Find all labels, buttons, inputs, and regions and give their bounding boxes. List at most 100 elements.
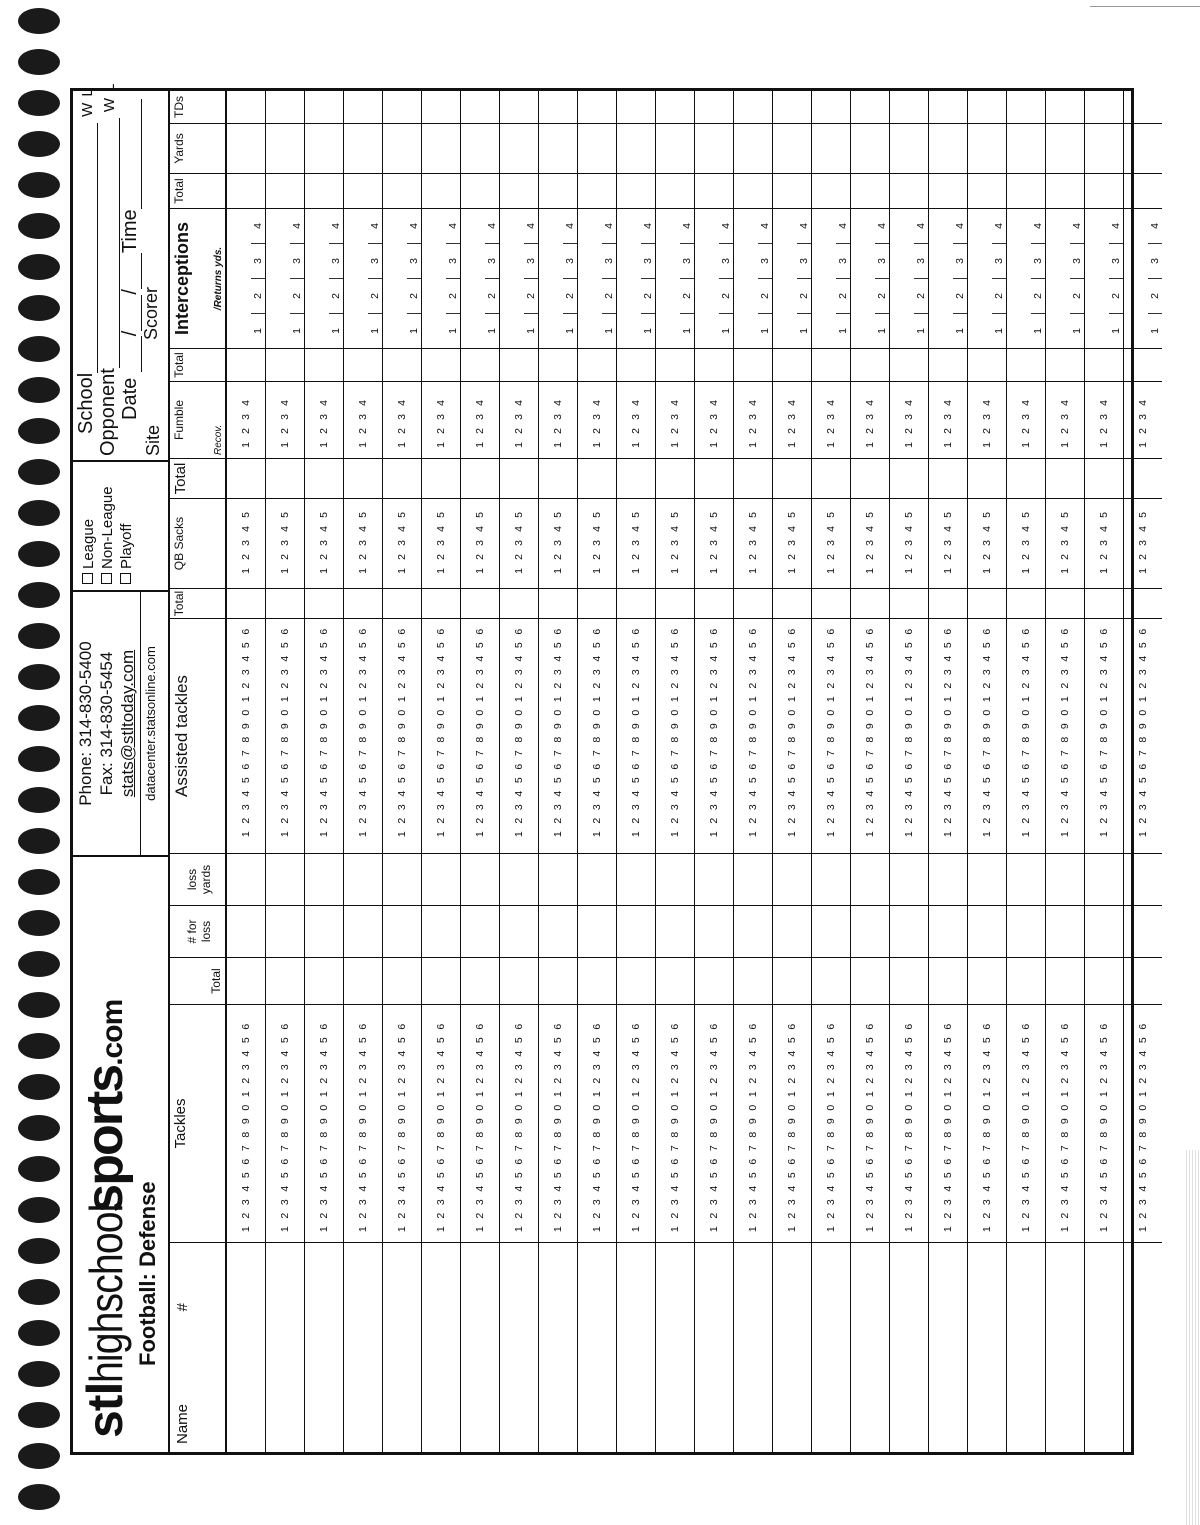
tally-mark[interactable]: 3: [318, 540, 330, 546]
tally-mark[interactable]: 4: [240, 1185, 252, 1192]
tally-mark[interactable]: 2: [279, 682, 291, 689]
tally-mark[interactable]: 6: [240, 763, 252, 770]
tally-mark[interactable]: 2: [552, 1077, 564, 1084]
tds-cell[interactable]: [1007, 91, 1045, 123]
tally-mark[interactable]: 0: [279, 1104, 291, 1111]
tally-mark[interactable]: 2: [864, 428, 876, 434]
tally-mark[interactable]: 2: [513, 554, 525, 560]
tally-mark[interactable]: 4: [513, 1050, 525, 1057]
tally-mark[interactable]: 5: [864, 512, 876, 518]
tally-mark[interactable]: 3: [708, 804, 720, 811]
tally-mark[interactable]: 3: [825, 1199, 837, 1206]
tally-mark[interactable]: 2: [1098, 428, 1110, 434]
tally-mark[interactable]: 3: [396, 1064, 408, 1071]
tally-mark[interactable]: 2: [1137, 554, 1149, 560]
tally-mark[interactable]: 3: [669, 1064, 681, 1071]
tally-mark[interactable]: 7: [1137, 1145, 1149, 1152]
tally-mark[interactable]: 8: [474, 736, 486, 743]
int-yards-cell[interactable]: [500, 123, 538, 173]
tally-mark[interactable]: 4: [864, 526, 876, 532]
tally-mark[interactable]: 6: [279, 1023, 291, 1030]
tally-mark[interactable]: 8: [1137, 1131, 1149, 1138]
tally-mark[interactable]: 6: [474, 1023, 486, 1030]
loss-yards-cell[interactable]: [968, 853, 1006, 905]
tally-mark[interactable]: 4: [942, 1050, 954, 1057]
tally-mark[interactable]: 7: [1098, 1145, 1110, 1152]
tally-mark[interactable]: 1: [1098, 568, 1110, 574]
tally-mark[interactable]: 5: [942, 1037, 954, 1044]
tally-mark[interactable]: 0: [435, 1104, 447, 1111]
tally-mark[interactable]: 4: [641, 209, 655, 244]
tally-mark[interactable]: 1: [759, 328, 771, 334]
tally-mark[interactable]: 3: [797, 244, 811, 279]
tally-mark[interactable]: 2: [1020, 682, 1032, 689]
tally-mark[interactable]: 3: [1059, 669, 1071, 676]
int-yards-cell[interactable]: [812, 123, 850, 173]
tally-mark[interactable]: 5: [591, 642, 603, 649]
tally-mark[interactable]: 5: [1098, 642, 1110, 649]
tally-mark[interactable]: 5: [513, 1037, 525, 1044]
tally-mark[interactable]: 4: [279, 400, 291, 406]
tally-mark[interactable]: 1: [1020, 442, 1032, 448]
tally-mark[interactable]: 7: [357, 1145, 369, 1152]
tally-mark[interactable]: 4: [708, 655, 720, 662]
tally-mark[interactable]: 3: [474, 1064, 486, 1071]
tally-mark[interactable]: 2: [903, 817, 915, 824]
tally-mark[interactable]: 4: [279, 1050, 291, 1057]
tally-mark[interactable]: 5: [630, 642, 642, 649]
tackles-total-cell[interactable]: [227, 957, 265, 1004]
tally-mark[interactable]: 3: [981, 414, 993, 420]
tally-mark[interactable]: 1: [708, 1226, 720, 1233]
sacks-total-cell[interactable]: [734, 458, 772, 498]
tally-mark[interactable]: 8: [318, 1131, 330, 1138]
fumble-total-cell[interactable]: [305, 348, 343, 381]
tally-mark[interactable]: 9: [1059, 723, 1071, 730]
tally-mark[interactable]: 3: [552, 540, 564, 546]
sacks-total-cell[interactable]: [578, 458, 616, 498]
tally-mark[interactable]: 1: [1137, 568, 1149, 574]
tally-mark[interactable]: 2: [474, 682, 486, 689]
tally-mark[interactable]: 1: [279, 1091, 291, 1098]
tally-mark[interactable]: 6: [903, 763, 915, 770]
tally-mark[interactable]: 7: [591, 1145, 603, 1152]
tally-mark[interactable]: 6: [981, 1023, 993, 1030]
tally-mark[interactable]: 3: [1020, 540, 1032, 546]
tally-mark[interactable]: 8: [591, 736, 603, 743]
tally-mark[interactable]: 1: [786, 568, 798, 574]
sacks-total-cell[interactable]: [929, 458, 967, 498]
name-cell[interactable]: [812, 1242, 850, 1452]
sacks-total-cell[interactable]: [422, 458, 460, 498]
tally-mark[interactable]: 1: [708, 442, 720, 448]
tally-mark[interactable]: 2: [552, 1212, 564, 1219]
tally-mark[interactable]: 1: [747, 442, 759, 448]
tally-mark[interactable]: 3: [825, 669, 837, 676]
tally-mark[interactable]: 8: [240, 1131, 252, 1138]
tally-mark[interactable]: 1: [357, 831, 369, 838]
tally-mark[interactable]: 1: [435, 831, 447, 838]
tally-mark[interactable]: 4: [1070, 209, 1084, 244]
tally-mark[interactable]: 4: [513, 655, 525, 662]
tally-mark[interactable]: 1: [1149, 328, 1161, 334]
tally-mark[interactable]: 1: [279, 696, 291, 703]
name-cell[interactable]: [968, 1242, 1006, 1452]
tally-mark[interactable]: 2: [981, 1212, 993, 1219]
tally-mark[interactable]: 9: [513, 1118, 525, 1125]
tally-mark[interactable]: 6: [1020, 628, 1032, 635]
tally-mark[interactable]: 4: [318, 655, 330, 662]
tally-mark[interactable]: 7: [903, 1145, 915, 1152]
tally-mark[interactable]: 4: [1137, 1185, 1149, 1192]
tally-mark[interactable]: 4: [914, 209, 928, 244]
tally-mark[interactable]: 2: [719, 279, 733, 314]
tally-mark[interactable]: 2: [992, 279, 1006, 314]
tally-mark[interactable]: 2: [1098, 1077, 1110, 1084]
